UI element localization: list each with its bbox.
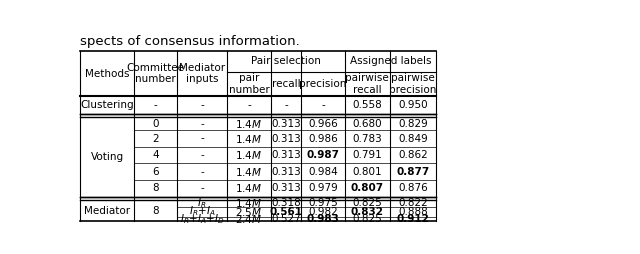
Text: 0.313: 0.313 — [271, 167, 301, 177]
Text: 0.986: 0.986 — [308, 134, 338, 144]
Text: 6: 6 — [152, 167, 159, 177]
Text: -: - — [200, 167, 204, 177]
Text: pair
number: pair number — [228, 73, 269, 94]
Text: $I_R$+$I_A$+$I_D$: $I_R$+$I_A$+$I_D$ — [180, 212, 224, 226]
Text: -: - — [200, 134, 204, 144]
Text: pairwise
precision: pairwise precision — [389, 73, 436, 94]
Text: 0.527: 0.527 — [271, 214, 301, 224]
Text: 0.829: 0.829 — [398, 119, 428, 129]
Text: precision: precision — [300, 79, 347, 89]
Text: 0.862: 0.862 — [398, 150, 428, 160]
Text: -: - — [154, 100, 157, 110]
Text: 0.561: 0.561 — [269, 207, 303, 217]
Text: 0: 0 — [152, 119, 159, 129]
Text: -: - — [200, 150, 204, 160]
Text: 1.4$M$: 1.4$M$ — [236, 118, 262, 130]
Text: 0.313: 0.313 — [271, 183, 301, 193]
Text: 0.877: 0.877 — [396, 167, 429, 177]
Text: 1.4$M$: 1.4$M$ — [236, 166, 262, 178]
Text: 0.313: 0.313 — [271, 119, 301, 129]
Text: Clustering: Clustering — [80, 100, 134, 110]
Text: 0.912: 0.912 — [396, 214, 429, 224]
Text: 0.825: 0.825 — [352, 198, 382, 208]
Text: 0.680: 0.680 — [353, 119, 382, 129]
Text: 1.4$M$: 1.4$M$ — [236, 133, 262, 145]
Text: Methods: Methods — [84, 69, 129, 78]
Text: 0.822: 0.822 — [398, 198, 428, 208]
Text: 1.4$M$: 1.4$M$ — [236, 149, 262, 161]
Text: -: - — [200, 100, 204, 110]
Text: Mediator: Mediator — [84, 206, 130, 216]
Text: 0.888: 0.888 — [398, 207, 428, 217]
Text: 8: 8 — [152, 183, 159, 193]
Text: 0.982: 0.982 — [308, 207, 338, 217]
Text: spects of consensus information.: spects of consensus information. — [80, 35, 300, 48]
Text: 0.979: 0.979 — [308, 183, 338, 193]
Text: 0.558: 0.558 — [352, 100, 382, 110]
Text: 0.791: 0.791 — [352, 150, 382, 160]
Text: 0.825: 0.825 — [352, 214, 382, 224]
Text: Committee
number: Committee number — [126, 63, 184, 84]
Text: Voting: Voting — [90, 152, 124, 162]
Text: 2: 2 — [152, 134, 159, 144]
Text: -: - — [200, 183, 204, 193]
Text: 0.950: 0.950 — [398, 100, 428, 110]
Text: -: - — [200, 119, 204, 129]
Text: 0.783: 0.783 — [352, 134, 382, 144]
Text: $I_R$: $I_R$ — [197, 197, 207, 210]
Text: Mediator
inputs: Mediator inputs — [179, 63, 225, 84]
Text: 0.984: 0.984 — [308, 167, 338, 177]
Text: 0.975: 0.975 — [308, 198, 338, 208]
Text: 0.983: 0.983 — [307, 214, 339, 224]
Text: Assigned labels: Assigned labels — [349, 56, 431, 66]
Text: -: - — [284, 100, 288, 110]
Text: 1.4$M$: 1.4$M$ — [236, 182, 262, 194]
Text: -: - — [321, 100, 325, 110]
Text: 8: 8 — [152, 206, 159, 216]
Text: Pair selection: Pair selection — [251, 56, 321, 66]
Text: 0.318: 0.318 — [271, 198, 301, 208]
Text: 0.966: 0.966 — [308, 119, 338, 129]
Text: 2.4$M$: 2.4$M$ — [236, 213, 262, 225]
Text: recall: recall — [272, 79, 300, 89]
Text: 0.807: 0.807 — [351, 183, 384, 193]
Text: 1.4$M$: 1.4$M$ — [236, 197, 262, 209]
Text: 0.987: 0.987 — [307, 150, 340, 160]
Text: 2.5$M$: 2.5$M$ — [236, 205, 262, 218]
Text: 0.832: 0.832 — [351, 207, 384, 217]
Text: 0.801: 0.801 — [353, 167, 382, 177]
Text: 0.313: 0.313 — [271, 134, 301, 144]
Text: 4: 4 — [152, 150, 159, 160]
Text: 0.849: 0.849 — [398, 134, 428, 144]
Text: -: - — [247, 100, 251, 110]
Text: $I_R$+$I_A$: $I_R$+$I_A$ — [189, 205, 215, 218]
Text: 0.313: 0.313 — [271, 150, 301, 160]
Text: 0.876: 0.876 — [398, 183, 428, 193]
Text: pairwise
recall: pairwise recall — [346, 73, 389, 94]
